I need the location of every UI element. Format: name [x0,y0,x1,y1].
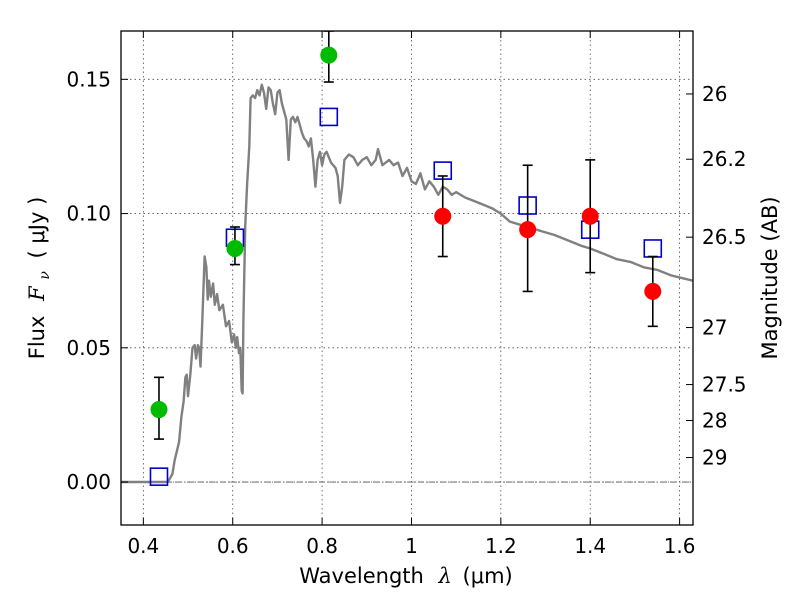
x-axis-ticks: 0.4 0.6 0.8 1 1.2 1.4 1.6 [127,31,696,558]
data-point-marker [644,282,662,300]
y-tick-label: 0.15 [66,67,111,91]
model-spectrum [121,83,693,484]
y-axis-ticks: 0.00 0.05 0.10 0.15 [66,67,128,494]
y2-tick-label: 27 [702,316,727,340]
x-tick-label: 1.6 [664,534,696,558]
grid-lines [121,31,693,525]
y-axis-label-subscript: ν [37,271,53,280]
y2-tick-label: 26.2 [702,147,747,171]
y-axis-label-text: Flux [25,316,49,360]
model-square-marker [149,467,169,486]
x-axis-label-symbol: λ [438,564,452,588]
y-axis-label-symbol: F [25,285,49,302]
data-point-marker [150,401,168,419]
x-tick-label: 0.6 [217,534,249,558]
data-point-marker [434,207,452,225]
x-tick-label: 0.8 [306,534,338,558]
y2-axis-ticks: 26 26.2 26.5 27 27.5 28 29 [686,82,747,470]
model-square-marker [319,107,339,127]
y2-tick-label: 26 [702,82,727,106]
y-axis-label-unit: ( μJy ) [25,197,49,259]
y2-tick-label: 29 [702,446,727,470]
y2-tick-label: 27.5 [702,373,747,397]
y-tick-label: 0.00 [66,470,111,494]
plot-area [121,31,693,525]
y-axis-label: Flux F ν ( μJy ) [25,197,54,360]
data-point-marker [226,239,244,257]
data-point-marker [581,207,599,225]
observed-photometry-points [150,46,662,419]
x-tick-label: 0.4 [127,534,159,558]
plot-frame [120,30,694,526]
x-tick-label: 1 [405,534,418,558]
x-axis-label-unit: (μm) [463,564,513,588]
y-tick-label: 0.05 [66,336,111,360]
y-tick-label: 0.10 [66,202,111,226]
y2-axis-label: Magnitude (AB) [758,196,782,359]
x-tick-label: 1.2 [485,534,517,558]
y2-tick-label: 26.5 [702,225,747,249]
data-point-marker [320,46,338,64]
data-point-marker [519,221,537,239]
x-axis-label: Wavelength λ (μm) [299,564,512,588]
x-axis-label-text: Wavelength [299,564,424,588]
model-spectrum-line [121,83,693,484]
x-tick-label: 1.4 [574,534,606,558]
y2-tick-label: 28 [702,409,727,433]
